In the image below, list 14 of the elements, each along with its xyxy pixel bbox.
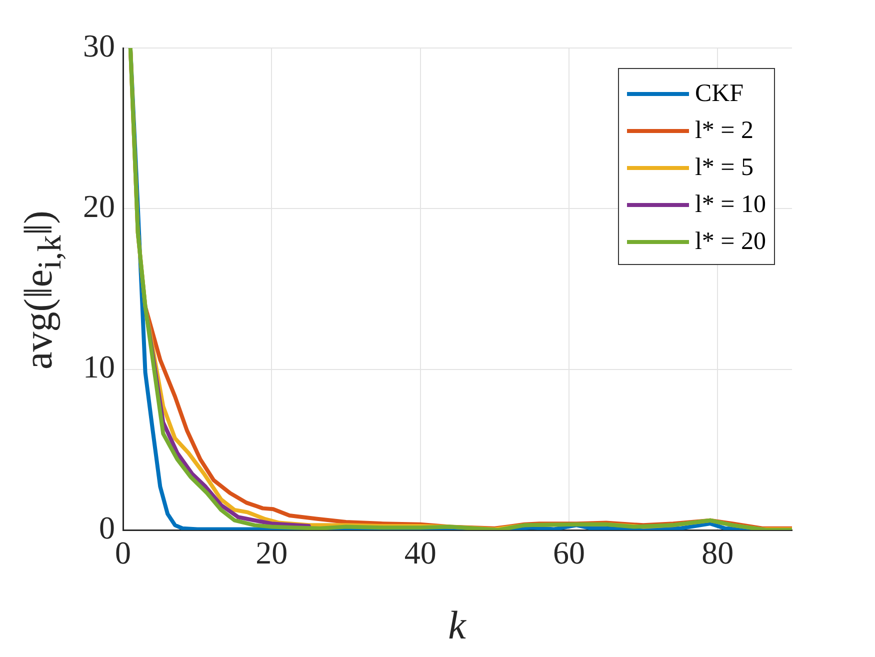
legend-label: CKF <box>694 80 744 108</box>
x-tick-label: 80 <box>702 534 734 571</box>
legend-label: l* = 2 <box>694 116 754 144</box>
legend-label: l* = 5 <box>694 154 754 182</box>
y-tick-label: 20 <box>83 188 115 224</box>
x-tick-label: 60 <box>553 534 585 571</box>
y-tick-label: 30 <box>83 27 115 64</box>
x-tick-label: 20 <box>256 534 288 571</box>
x-axis-title: k <box>448 602 466 648</box>
legend-label: l* = 10 <box>694 190 766 218</box>
y-tick-label: 0 <box>99 509 115 546</box>
y-tick-label: 10 <box>83 348 115 385</box>
legend-label: l* = 20 <box>694 228 766 256</box>
x-tick-label: 40 <box>404 534 436 571</box>
